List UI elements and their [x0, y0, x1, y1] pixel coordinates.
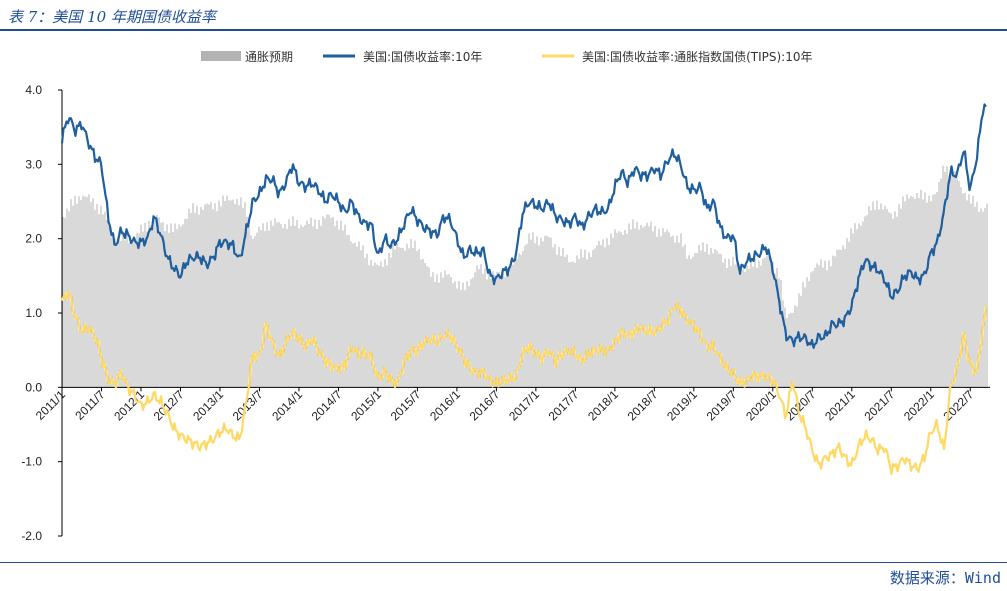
data-source: 数据来源：Wind — [889, 569, 1001, 587]
x-tick-label: 2021/7 — [862, 387, 898, 423]
y-tick-label: 3.0 — [25, 157, 42, 171]
x-tick-label: 2019/1 — [664, 387, 700, 423]
legend-label: 美国:国债收益率:10年 — [363, 49, 482, 64]
legend-swatch — [201, 51, 241, 61]
x-tick-label: 2017/1 — [506, 387, 542, 423]
x-tick-label: 2019/7 — [704, 387, 740, 423]
legend: 通胀预期 美国:国债收益率:10年 美国:国债收益率:通胀指数国债(TIPS):10… — [201, 49, 813, 64]
x-tick-label: 2018/1 — [585, 387, 621, 423]
x-tick-label: 2015/1 — [348, 387, 384, 423]
y-tick-label: 0.0 — [25, 380, 42, 394]
inflation-expectation-bars — [62, 165, 988, 388]
x-tick-label: 2020/1 — [743, 387, 779, 423]
x-tick-label: 2011/7 — [72, 387, 107, 422]
series-lines — [60, 103, 988, 476]
x-tick-label: 2014/7 — [309, 387, 345, 423]
footer-rule — [0, 562, 1007, 563]
legend-label: 美国:国债收益率:通胀指数国债(TIPS):10年 — [582, 49, 813, 64]
x-tick-label: 2014/1 — [269, 387, 305, 423]
x-tick-label: 2022/1 — [901, 387, 937, 423]
y-tick-label: -1.0 — [21, 455, 42, 469]
y-tick-label: 1.0 — [25, 306, 42, 320]
x-tick-label: 2015/7 — [388, 387, 424, 423]
x-tick-label: 2013/1 — [190, 387, 226, 423]
title-rule — [0, 29, 1007, 31]
series-line-tips10y — [60, 290, 988, 476]
series-line-us10y — [60, 103, 987, 349]
y-tick-label: 4.0 — [25, 83, 42, 97]
x-tick-label: 2018/7 — [625, 387, 661, 423]
legend-label: 通胀预期 — [245, 50, 293, 64]
x-tick-label: 2021/1 — [822, 387, 858, 423]
x-tick-label: 2016/7 — [467, 387, 503, 423]
y-tick-label: 2.0 — [25, 232, 42, 246]
x-tick-label: 2016/1 — [427, 387, 463, 423]
x-tick-label: 2017/7 — [546, 387, 582, 423]
y-tick-label: -2.0 — [21, 529, 42, 543]
chart-title: 表 7：美国 10 年期国债收益率 — [8, 8, 216, 26]
x-tick-label: 2022/7 — [941, 387, 977, 423]
